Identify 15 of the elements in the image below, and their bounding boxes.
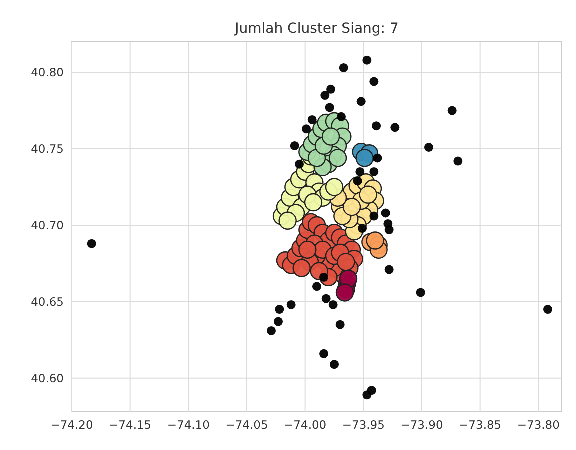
x-tick-label: −73.80 [517,418,560,432]
y-tick-label: 40.70 [31,218,64,232]
y-tick-label: 40.65 [31,294,64,309]
chart-title: Jumlah Cluster Siang: 7 [234,21,399,37]
y-tick-label: 40.75 [31,142,64,156]
x-tick-label: −74.15 [109,418,152,432]
x-tick-label: −73.95 [342,418,385,432]
x-tick-label: −74.05 [226,418,268,432]
x-tick-label: −74.20 [50,418,94,432]
x-tick-label: −74.00 [284,418,327,432]
y-tick-label: 40.80 [31,66,64,80]
x-tick-label: −73.90 [400,418,444,432]
y-tick-label: 40.60 [31,371,64,386]
x-tick-label: −73.85 [459,418,502,432]
x-tick-label: −74.10 [167,418,210,432]
